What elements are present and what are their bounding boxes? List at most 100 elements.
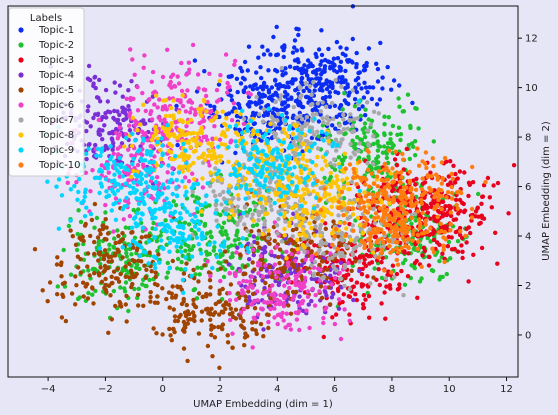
data-point <box>266 106 271 112</box>
data-point <box>188 212 193 218</box>
legend-label: Topic-2 <box>38 40 74 51</box>
data-point <box>249 155 254 161</box>
data-point <box>398 202 404 207</box>
data-point <box>425 235 430 241</box>
data-point <box>406 251 411 256</box>
data-point <box>355 116 360 121</box>
data-point <box>106 259 111 264</box>
data-point <box>369 118 375 124</box>
data-point <box>165 47 170 52</box>
data-point <box>373 211 379 216</box>
data-point <box>242 205 248 210</box>
data-point <box>141 65 146 71</box>
data-point <box>294 186 299 191</box>
data-point <box>337 250 342 256</box>
data-point <box>250 327 255 332</box>
data-point <box>136 207 141 212</box>
data-point <box>318 233 323 239</box>
data-point <box>186 244 191 249</box>
data-point <box>324 305 329 310</box>
data-point <box>420 159 425 164</box>
data-point <box>214 87 220 93</box>
data-point <box>193 224 198 229</box>
data-point <box>376 267 381 272</box>
data-point <box>342 307 347 312</box>
data-point <box>176 81 182 86</box>
data-point <box>196 106 201 112</box>
data-point <box>211 248 216 253</box>
data-point <box>140 212 145 217</box>
data-point <box>238 81 244 86</box>
data-point <box>187 110 193 115</box>
data-point <box>277 138 282 144</box>
data-point <box>358 175 363 181</box>
data-point <box>162 117 167 122</box>
x-tick-label: 12 <box>500 384 513 395</box>
data-point <box>260 44 265 49</box>
data-point <box>88 124 93 129</box>
data-point <box>240 324 245 330</box>
data-point <box>493 230 498 235</box>
data-point <box>269 85 275 90</box>
data-point <box>136 149 141 154</box>
data-point <box>172 209 178 214</box>
data-point <box>233 273 238 279</box>
data-point <box>167 326 172 332</box>
data-point <box>91 115 96 121</box>
data-point <box>245 228 250 233</box>
data-point <box>267 264 272 270</box>
data-point <box>186 70 191 76</box>
data-point <box>241 278 246 284</box>
data-point <box>287 127 292 132</box>
data-point <box>160 131 165 137</box>
data-point <box>287 238 293 243</box>
data-point <box>266 319 271 325</box>
data-point <box>275 321 280 327</box>
data-point <box>343 166 348 171</box>
data-point <box>267 172 272 177</box>
data-point <box>371 206 376 212</box>
data-point <box>283 325 288 330</box>
data-point <box>61 247 66 253</box>
data-point <box>320 218 325 224</box>
data-point <box>170 72 176 77</box>
data-point <box>360 104 365 109</box>
data-point <box>155 300 160 305</box>
data-point <box>338 336 344 342</box>
data-point <box>339 242 345 248</box>
data-point <box>330 315 335 320</box>
data-point <box>224 259 229 264</box>
data-point <box>379 200 384 205</box>
data-point <box>339 84 344 90</box>
data-point <box>402 282 408 287</box>
data-point <box>139 235 144 240</box>
data-point <box>305 121 310 126</box>
data-point <box>315 154 320 160</box>
data-point <box>84 128 89 134</box>
data-point <box>487 195 492 200</box>
data-point <box>346 272 351 277</box>
data-point <box>116 182 121 187</box>
data-point <box>136 303 141 308</box>
data-point <box>333 227 339 232</box>
data-point <box>389 270 394 275</box>
data-point <box>342 283 347 289</box>
data-point <box>264 201 269 206</box>
data-point <box>150 69 156 75</box>
data-point <box>260 274 266 279</box>
data-point <box>448 228 453 233</box>
data-point <box>225 333 230 338</box>
data-point <box>371 109 377 115</box>
x-tick-label: 2 <box>217 384 223 395</box>
data-point <box>153 265 158 271</box>
data-point <box>134 196 139 201</box>
data-point <box>239 141 244 146</box>
data-point <box>301 187 306 192</box>
data-point <box>280 168 285 173</box>
data-point <box>304 308 309 313</box>
data-point <box>294 193 299 198</box>
data-point <box>233 139 238 144</box>
data-point <box>355 135 360 140</box>
data-point <box>296 250 301 255</box>
data-point <box>277 261 282 266</box>
